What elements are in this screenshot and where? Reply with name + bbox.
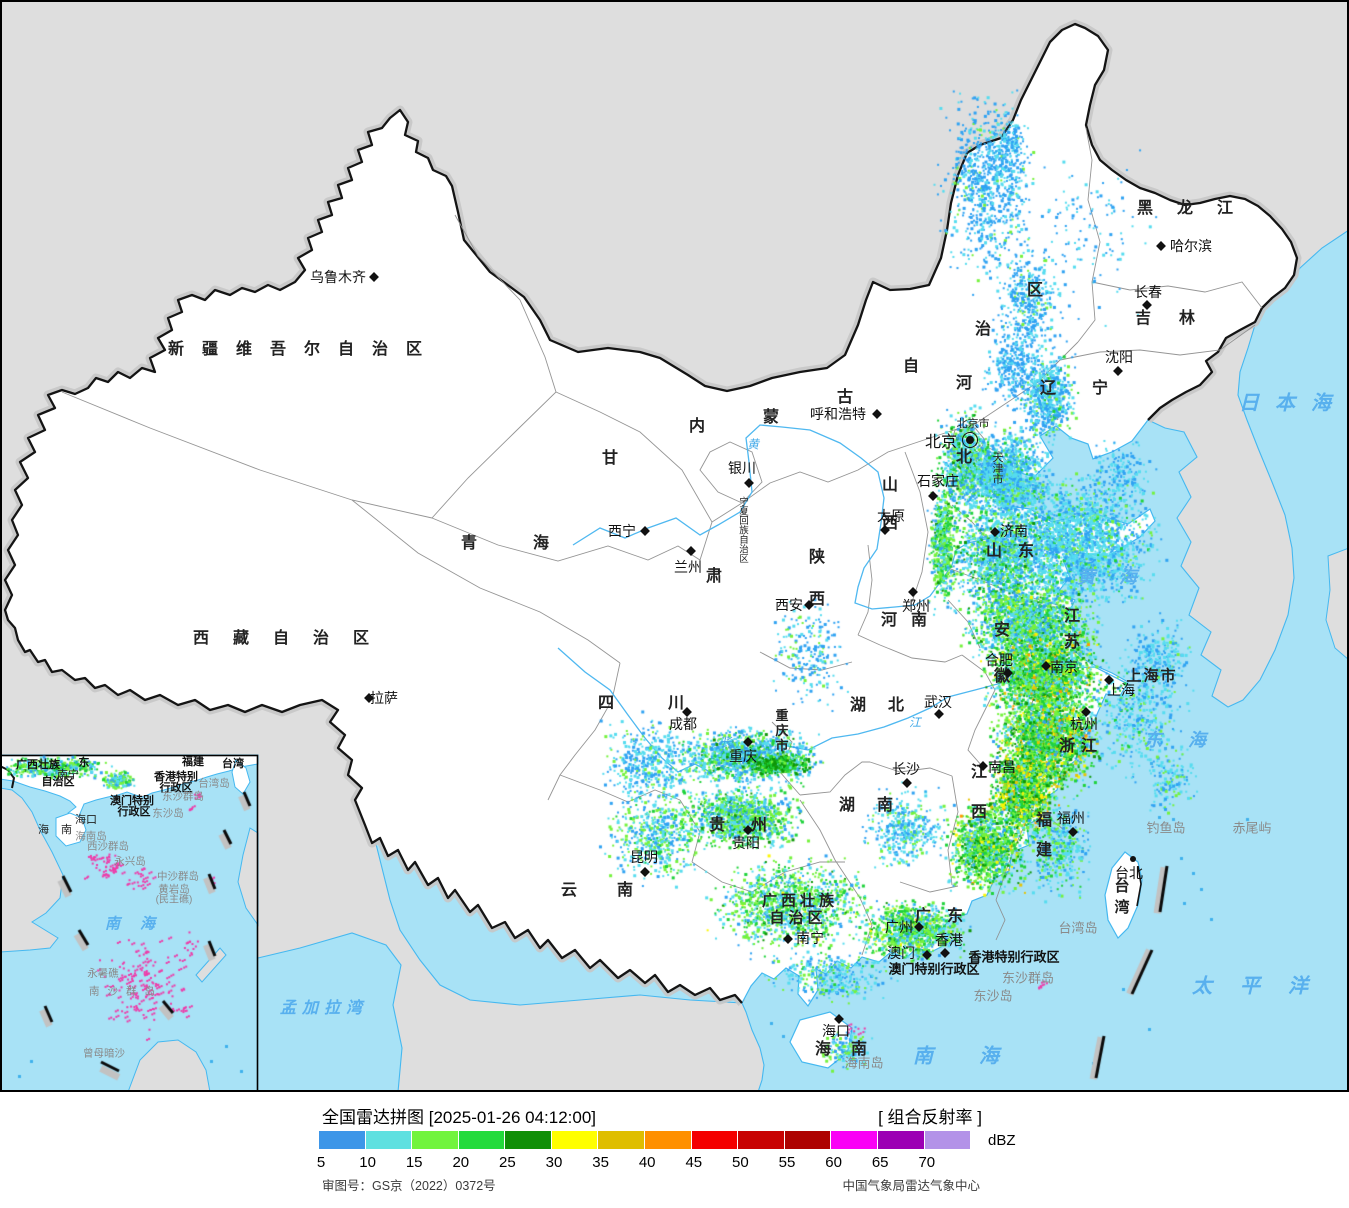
colorbar-tick: 60 bbox=[825, 1154, 842, 1171]
colorbar-swatch bbox=[738, 1131, 785, 1149]
colorbar-swatch bbox=[458, 1131, 506, 1149]
colorbar-tick: 10 bbox=[359, 1154, 376, 1171]
colorbar-swatch bbox=[319, 1131, 366, 1149]
radar-map: 日本海 黄海 东海 太平洋 南海 孟加拉湾 南海黄长江黑龙江 吉林 辽宁内蒙古自治区新疆维吾尔自… bbox=[0, 0, 1349, 1092]
colorbar-tick: 65 bbox=[871, 1154, 889, 1171]
map-title: 全国雷达拼图 [2025-01-26 04:12:00] bbox=[322, 1108, 597, 1127]
colorbar-swatch bbox=[505, 1131, 552, 1149]
colorbar-swatch bbox=[784, 1131, 832, 1149]
colorbar-swatch bbox=[924, 1131, 972, 1149]
colorbar-swatch bbox=[645, 1131, 692, 1149]
south-china-sea-inset bbox=[0, 754, 259, 1092]
colorbar-tick: 40 bbox=[638, 1154, 656, 1171]
colorbar-tick: 70 bbox=[918, 1154, 936, 1171]
colorbar-tick: 50 bbox=[732, 1154, 749, 1171]
colorbar-swatch bbox=[365, 1131, 413, 1149]
agency-name: 中国气象局雷达气象中心 bbox=[842, 1179, 980, 1193]
colorbar-tick: 25 bbox=[499, 1154, 516, 1171]
colorbar-tick: 5 bbox=[316, 1154, 326, 1171]
survey-number: 审图号：GS京（2022）0372号 bbox=[322, 1179, 496, 1193]
colorbar-tick: 20 bbox=[452, 1154, 470, 1171]
map-graphics bbox=[0, 0, 1349, 1092]
colorbar-swatch bbox=[691, 1131, 739, 1149]
colorbar-ticks: 5 10 15 20 25 30 35 40 45 50 55 60 65 70 bbox=[0, 1154, 1349, 1172]
colorbar-tick: 55 bbox=[778, 1154, 796, 1171]
colorbar-swatch bbox=[412, 1131, 459, 1149]
colorbar-tick: 15 bbox=[405, 1154, 423, 1171]
colorbar-swatch bbox=[598, 1131, 646, 1149]
product-name: [ 组合反射率 ] bbox=[878, 1108, 982, 1127]
reflectivity-colorbar bbox=[319, 1131, 972, 1149]
unit-label: dBZ bbox=[988, 1132, 1016, 1149]
colorbar-swatch bbox=[877, 1131, 925, 1149]
colorbar-tick: 45 bbox=[685, 1154, 703, 1171]
colorbar-tick: 30 bbox=[545, 1154, 563, 1171]
colorbar-swatch bbox=[831, 1131, 878, 1149]
colorbar-swatch bbox=[551, 1131, 599, 1149]
colorbar-tick: 35 bbox=[592, 1154, 609, 1171]
legend-panel: 全国雷达拼图 [2025-01-26 04:12:00] [ 组合反射率 ] 5… bbox=[0, 1092, 1349, 1208]
